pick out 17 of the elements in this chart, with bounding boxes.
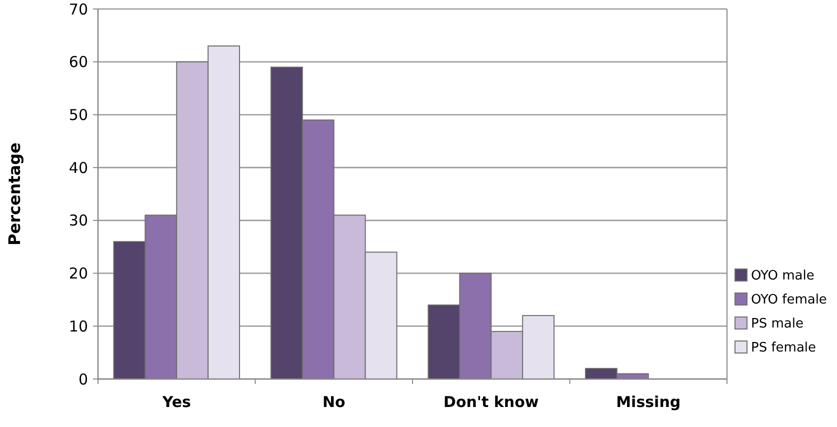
legend-label: PS male [751,316,804,332]
x-tick-label: Don't know [444,393,539,411]
y-tick-label: 60 [68,53,88,72]
legend-label: OYO male [751,268,814,284]
x-tick-label: Yes [161,393,191,411]
y-tick-label: 50 [68,106,88,124]
x-tick-label: Missing [616,393,681,411]
y-tick-label: 40 [68,158,88,177]
y-tick-label: 30 [68,212,88,230]
y-tick-label: 0 [78,370,88,388]
x-tick-label: No [322,393,346,411]
y-axis-title: Percentage [5,142,24,246]
legend-label: PS female [751,340,816,356]
legend-label: OYO female [751,292,827,308]
y-tick-label: 70 [68,0,88,18]
y-tick-label: 20 [68,264,88,283]
y-tick-label: 10 [68,317,88,336]
